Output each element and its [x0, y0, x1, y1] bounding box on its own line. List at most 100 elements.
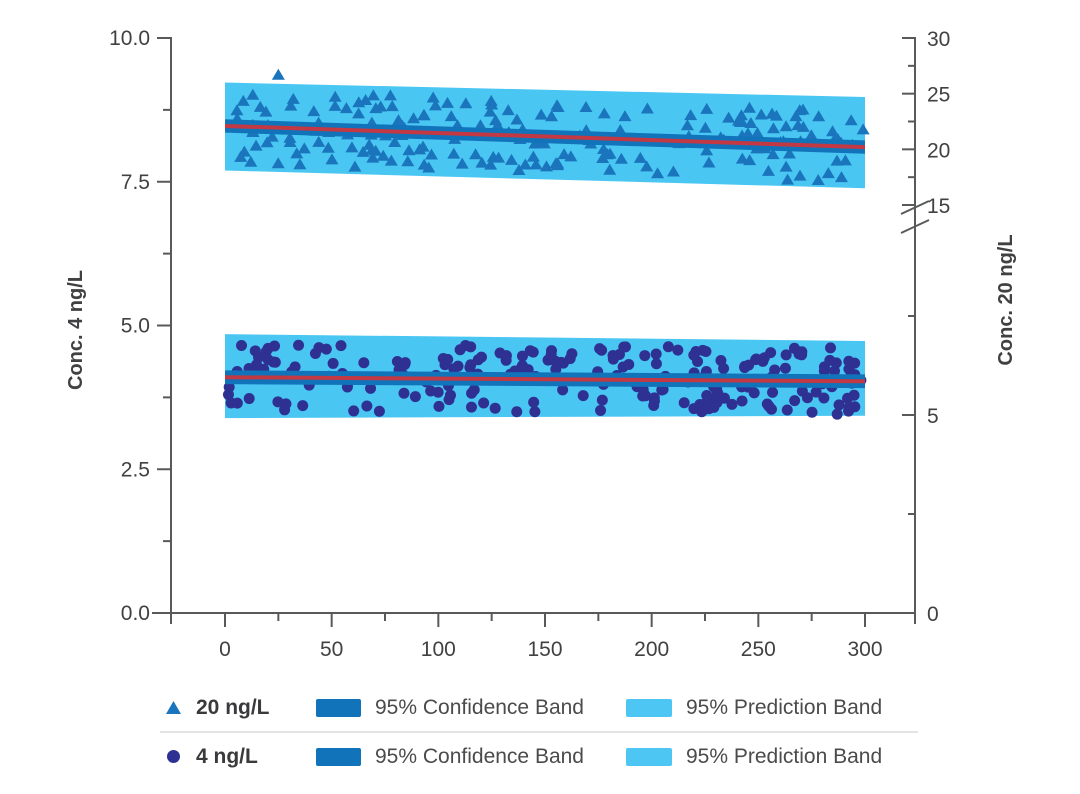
scatter-point-triangle — [359, 94, 373, 106]
scatter-point-triangle — [328, 90, 342, 102]
scatter-point-circle — [231, 397, 243, 409]
scatter-point-triangle — [534, 108, 548, 120]
scatter-point-circle — [528, 396, 540, 408]
scatter-point-circle — [425, 385, 437, 397]
scatter-point-circle — [843, 401, 855, 413]
scatter-point-triangle — [700, 144, 714, 156]
right-y-tick-label: 30 — [927, 28, 950, 51]
scatter-point-circle — [697, 344, 709, 356]
scatter-point-triangle — [782, 147, 796, 159]
scatter-point-triangle — [529, 158, 543, 170]
scatter-point-circle — [293, 339, 305, 351]
scatter-point-triangle — [680, 119, 694, 131]
prediction-band-label: 95% Prediction Band — [686, 695, 883, 719]
scatter-point-circle — [546, 345, 558, 357]
scatter-point-triangle — [844, 114, 858, 126]
scatter-point-circle — [726, 398, 738, 410]
scatter-point-triangle — [789, 110, 803, 122]
scatter-point-circle — [607, 353, 619, 365]
scatter-point-triangle — [812, 110, 826, 122]
scatter-point-circle — [833, 399, 845, 411]
scatter-point-triangle — [510, 113, 524, 125]
scatter-point-circle — [678, 397, 690, 409]
scatter-point-circle — [468, 384, 480, 396]
scatter-point-circle — [828, 365, 840, 377]
scatter-point-triangle — [376, 149, 390, 161]
scatter-point-circle — [358, 357, 370, 369]
scatter-series-20ngL — [230, 68, 870, 185]
scatter-point-triangle — [424, 148, 438, 160]
scatter-point-triangle — [271, 157, 285, 169]
scatter-point-triangle — [413, 143, 427, 155]
scatter-point-triangle — [750, 126, 764, 138]
scatter-point-circle — [789, 395, 801, 407]
scatter-point-triangle — [518, 158, 532, 170]
scatter-point-circle — [465, 359, 477, 371]
scatter-point-circle — [557, 384, 569, 396]
scatter-point-circle — [781, 404, 793, 416]
scatter-point-triangle — [485, 98, 499, 110]
scatter-point-triangle — [283, 131, 297, 143]
scatter-point-triangle — [779, 160, 793, 172]
right-y-tick-label: 25 — [927, 84, 950, 107]
scatter-point-triangle — [384, 154, 398, 166]
legend-row-20ngL: 20 ng/L 95% Confidence Band 95% Predicti… — [160, 687, 918, 728]
scatter-point-triangle — [383, 89, 397, 101]
right-y-tick-label: 20 — [927, 139, 950, 162]
scatter-point-triangle — [236, 94, 250, 106]
scatter-point-triangle — [293, 158, 307, 170]
scatter-point-circle — [511, 406, 523, 418]
scatter-point-triangle — [766, 122, 780, 134]
trend-line-4ngL — [224, 375, 866, 384]
scatter-point-circle — [223, 381, 235, 393]
scatter-point-circle — [478, 397, 490, 409]
scatter-point-triangle — [366, 151, 380, 163]
scatter-point-circle — [437, 353, 449, 365]
legend-series-label: 20 ng/L — [196, 695, 270, 719]
scatter-point-circle — [454, 344, 466, 356]
scatter-point-triangle — [352, 96, 366, 108]
confidence-band-swatch — [316, 747, 361, 766]
left-y-tick-label: 0.0 — [121, 602, 150, 625]
prediction-band-swatch — [626, 747, 672, 766]
scatter-point-circle — [373, 405, 385, 417]
scatter-point-triangle — [312, 135, 326, 147]
scatter-point-triangle — [791, 119, 805, 131]
scatter-point-triangle — [402, 144, 416, 156]
scatter-point-triangle — [618, 110, 632, 122]
scatter-point-circle — [243, 393, 255, 405]
scatter-point-circle — [818, 365, 830, 377]
prediction-band-label: 95% Prediction Band — [686, 744, 883, 768]
axis-break-icon — [900, 200, 930, 215]
scatter-point-circle — [824, 354, 836, 366]
scatter-point-triangle — [733, 115, 747, 127]
scatter-point-triangle — [260, 136, 274, 148]
scatter-point-triangle — [486, 150, 500, 162]
scatter-point-triangle — [307, 105, 321, 117]
scatter-point-circle — [594, 343, 606, 355]
scatter-point-circle — [399, 357, 411, 369]
x-tick-label: 250 — [741, 638, 776, 661]
scatter-point-circle — [320, 343, 332, 355]
scatter-point-triangle — [838, 154, 852, 166]
scatter-point-triangle — [779, 120, 793, 132]
scatter-point-circle — [365, 382, 377, 394]
scatter-point-circle — [648, 392, 660, 404]
left-y-tick-label: 10.0 — [109, 27, 150, 50]
x-tick-label: 300 — [847, 638, 882, 661]
scatter-point-circle — [650, 348, 662, 360]
right-y-tick-label: 5 — [927, 405, 939, 428]
legend-marker-cell — [160, 701, 196, 714]
scatter-point-circle — [309, 347, 321, 359]
scatter-point-circle — [348, 405, 360, 417]
scatter-point-circle — [849, 357, 861, 369]
scatter-point-circle — [524, 345, 536, 357]
scatter-point-triangle — [596, 152, 610, 164]
scatter-point-triangle — [781, 173, 795, 185]
prediction-band-swatch — [626, 698, 672, 717]
scatter-point-triangle — [826, 125, 840, 137]
scatter-point-triangle — [455, 157, 469, 169]
scatter-point-circle — [433, 400, 445, 412]
scatter-point-triangle — [769, 109, 783, 121]
scatter-point-triangle — [249, 139, 263, 151]
